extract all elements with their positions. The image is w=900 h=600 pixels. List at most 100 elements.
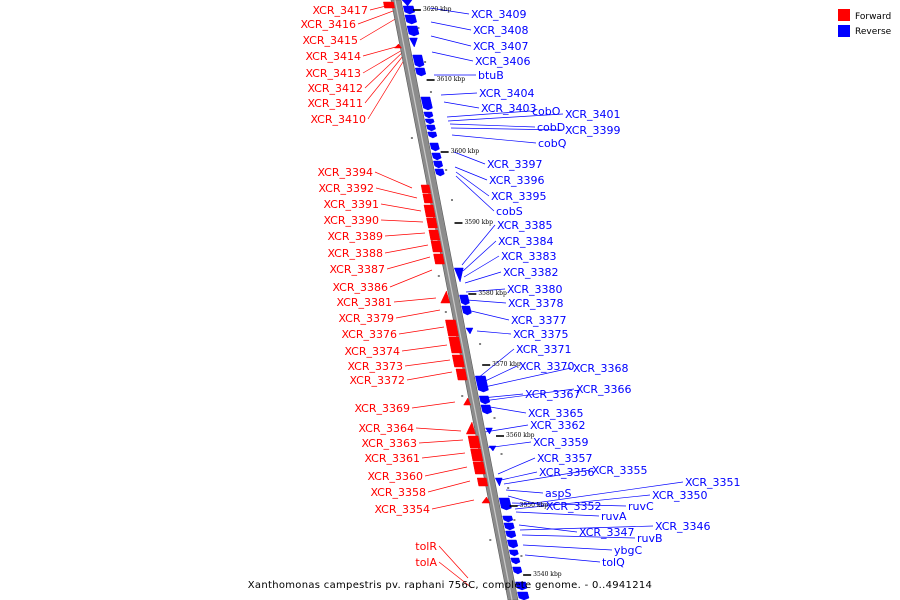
reverse-gene-feature: [505, 530, 517, 539]
reverse-gene-feature: [488, 445, 497, 452]
leader-line: [454, 166, 488, 181]
gene-label-xcr-3362: XCR_3362: [530, 419, 586, 432]
leader-line: [401, 344, 448, 352]
reverse-gene-feature: [478, 395, 491, 405]
reverse-gene-feature: [434, 168, 445, 177]
leader-line: [447, 113, 564, 122]
reverse-gene-feature: [515, 581, 528, 591]
leader-line: [484, 424, 529, 433]
gene-label-xcr-3406: XCR_3406: [475, 55, 531, 68]
gene-label-xcr-3375: XCR_3375: [513, 328, 569, 341]
leader-line: [481, 393, 524, 399]
leader-line: [406, 371, 453, 381]
reverse-gene-feature: [502, 515, 514, 523]
scale-tick-label: 3610 kbp: [437, 76, 466, 83]
legend: Forward Reverse: [838, 9, 892, 37]
map-caption: Xanthomonas campestris pv. raphani 756C,…: [248, 580, 652, 591]
gene-label-xcr-3360: XCR_3360: [367, 470, 423, 483]
gene-label-xcr-3408: XCR_3408: [473, 24, 529, 37]
leader-line: [374, 171, 413, 189]
gene-label-xcr-3373: XCR_3373: [347, 360, 403, 373]
leader-line: [384, 244, 429, 254]
gene-label-xcr-3388: XCR_3388: [327, 247, 383, 260]
leader-line: [431, 51, 474, 62]
reverse-gene-feature: [424, 118, 435, 125]
leader-line: [479, 367, 572, 389]
gene-label-cobo: cobO: [532, 105, 561, 118]
leader-line: [438, 561, 473, 589]
gene-label-xcr-3391: XCR_3391: [323, 198, 379, 211]
gene-label-xcr-3364: XCR_3364: [358, 422, 414, 435]
leader-line: [375, 187, 418, 199]
gene-label-ybgc: ybgC: [614, 544, 642, 557]
reverse-gene-feature: [510, 557, 521, 565]
forward-gene-feature: [426, 217, 438, 229]
forward-gene-feature: [423, 204, 436, 218]
reverse-gene-feature: [484, 427, 493, 435]
gene-label-cobs: cobS: [496, 205, 523, 218]
reverse-gene-feature: [429, 142, 440, 152]
leader-line: [455, 171, 490, 197]
gene-label-tolr: tolR: [415, 540, 437, 553]
reverse-gene-feature: [517, 591, 530, 600]
leader-line: [415, 427, 462, 432]
gene-label-tolq: tolQ: [602, 556, 625, 569]
scale-tick-label: 3590 kbp: [464, 219, 493, 226]
leader-line: [507, 495, 545, 507]
leader-line: [393, 297, 437, 303]
scale-ticks: 3620 kbp 3610 kbp 3600 kbp 3590 kbp 3580 kbp…: [412, 6, 562, 578]
forward-gene-feature: [451, 354, 465, 368]
leader-line: [465, 288, 506, 293]
gene-label-xcr-3378: XCR_3378: [508, 297, 564, 310]
gene-label-xcr-3390: XCR_3390: [323, 214, 379, 227]
gene-label-xcr-3396: XCR_3396: [489, 174, 545, 187]
gene-label-asps: aspS: [545, 487, 571, 500]
leader-line: [380, 203, 422, 212]
gene-label-xcr-3361: XCR_3361: [364, 452, 420, 465]
gene-label-ruva: ruvA: [601, 510, 627, 523]
gene-label-xcr-3415: XCR_3415: [302, 34, 358, 47]
leader-line: [466, 309, 510, 321]
reverse-gene-feature: [426, 124, 436, 132]
gene-label-xcr-3366: XCR_3366: [576, 383, 632, 396]
gene-label-xcr-3416: XCR_3416: [300, 18, 356, 31]
forward-gene-feature: [422, 193, 433, 204]
leader-line: [451, 134, 537, 144]
gene-label-xcr-3355: XCR_3355: [592, 464, 648, 477]
forward-gene-feature: [476, 477, 489, 487]
gene-label-xcr-3404: XCR_3404: [479, 87, 535, 100]
leader-line: [430, 21, 472, 31]
leader-line: [483, 405, 527, 414]
gene-label-tola: tolA: [415, 556, 437, 569]
leader-line: [522, 544, 613, 551]
gene-label-xcr-3387: XCR_3387: [329, 263, 385, 276]
forward-gene-feature: [440, 290, 451, 304]
leader-line: [443, 101, 480, 109]
gene-label-xcr-3382: XCR_3382: [503, 266, 559, 279]
gene-label-xcr-3371: XCR_3371: [516, 343, 572, 356]
leader-line: [384, 232, 426, 237]
leader-line: [513, 481, 684, 507]
leader-line: [503, 469, 591, 485]
gene-label-xcr-3363: XCR_3363: [361, 437, 417, 450]
gene-label-xcr-3367: XCR_3367: [525, 388, 581, 401]
gene-label-xcr-3392: XCR_3392: [318, 182, 374, 195]
legend-swatch-reverse: [838, 25, 850, 37]
gene-label-xcr-3413: XCR_3413: [305, 67, 361, 80]
reverse-gene-feature: [475, 375, 489, 393]
reverse-gene-feature: [506, 539, 519, 549]
leader-line: [431, 499, 475, 510]
genome-backbone-highlight: [394, 0, 513, 600]
gene-label-xcr-3381: XCR_3381: [336, 296, 392, 309]
gene-label-xcr-3358: XCR_3358: [370, 486, 426, 499]
gene-label-xcr-3377: XCR_3377: [511, 314, 567, 327]
scale-tick-label: 3570 kbp: [492, 361, 521, 368]
leader-line: [497, 457, 536, 475]
forward-gene-feature: [481, 496, 491, 504]
gene-label-xcr-3346: XCR_3346: [655, 520, 711, 533]
gene-label-xcr-3359: XCR_3359: [533, 436, 589, 449]
forward-gene-feature: [448, 336, 463, 354]
leader-line: [429, 7, 470, 15]
leader-line: [462, 240, 497, 272]
